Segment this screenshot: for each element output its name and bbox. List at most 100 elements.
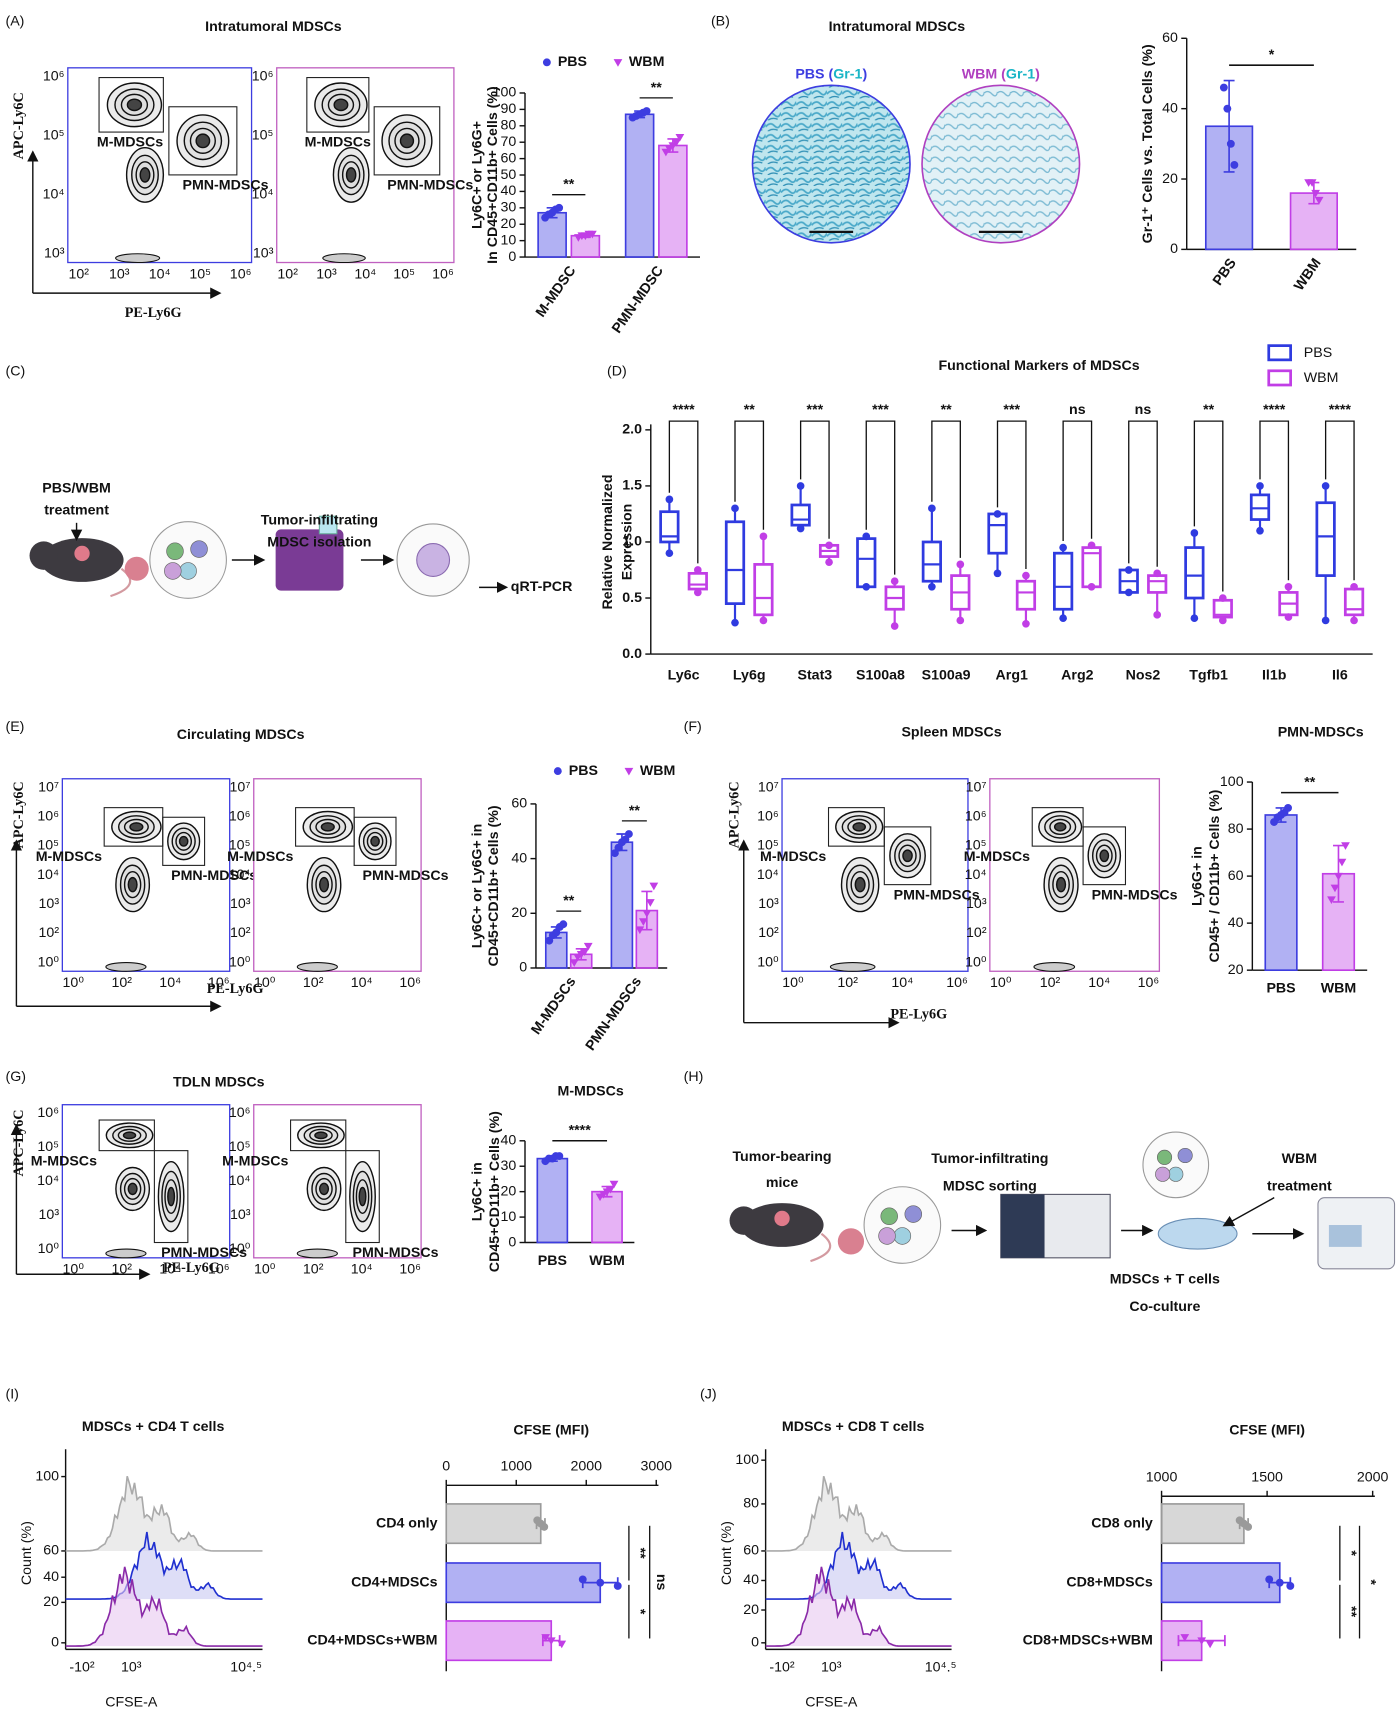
bar: [624, 113, 655, 258]
contour: [1033, 961, 1076, 972]
y-tick-label: 0.0: [622, 646, 642, 662]
flow-tick-label: 10⁴: [229, 867, 251, 883]
flow-tick-label: 10⁵: [37, 838, 59, 854]
flow-tick-label: 10⁶: [946, 975, 968, 991]
diagram-text: treatment: [1267, 1178, 1332, 1194]
flow-tick-label: 10⁴: [37, 867, 59, 883]
flow-tick-label: 10²: [68, 266, 89, 282]
image-label-part: Gr-1: [833, 66, 862, 82]
flow-tick-label: 10⁶: [208, 975, 230, 991]
panel-title: MDSCs + CD8 T cells: [782, 1419, 925, 1435]
image-label-part: ): [862, 66, 867, 82]
legend-label: WBM: [640, 763, 676, 779]
gate-label: PMN-MDSCs: [352, 1245, 438, 1261]
tick-label: 100: [735, 1452, 759, 1468]
cell-circle: [1142, 1131, 1210, 1199]
data-point: [1334, 872, 1343, 881]
cell-circle: [149, 521, 227, 599]
flow-tick-label: 10⁰: [229, 1241, 251, 1257]
bar: [1160, 1562, 1281, 1604]
data-point: [624, 830, 633, 838]
panel-title: MDSCs + CD4 T cells: [82, 1419, 225, 1435]
box-end: [1124, 588, 1133, 597]
data-point: [635, 926, 645, 935]
gate: [883, 826, 932, 886]
image-label-part: WBM (: [962, 66, 1006, 82]
y-tick-label: 80: [1228, 821, 1244, 837]
sig-label: **: [1203, 402, 1215, 418]
sig-bracket: [799, 420, 830, 539]
sig-label: *: [1363, 1579, 1379, 1585]
cell: [166, 542, 184, 561]
axis-label: APC-Ly6C: [726, 781, 742, 848]
mouse-head: [729, 1206, 758, 1235]
gate: [98, 1119, 155, 1152]
image-label-part: PBS (: [795, 66, 833, 82]
bar: [610, 841, 634, 969]
contour: [333, 98, 349, 112]
flow-tick-label: 10⁶: [432, 266, 454, 282]
x-tick-label: 1000: [1146, 1469, 1178, 1485]
box-end: [1256, 526, 1264, 535]
box-end: [862, 532, 871, 541]
data-point: [1314, 196, 1324, 205]
flow-tick-label: 10³: [253, 246, 274, 262]
box: [1015, 579, 1037, 611]
x-tick-label: WBM: [1321, 981, 1357, 997]
x-tick-label: WBM: [589, 1253, 625, 1269]
y-tick-label: 40: [500, 1133, 516, 1149]
cell: [1156, 1149, 1173, 1165]
histogram: [65, 1566, 263, 1647]
box: [790, 503, 811, 527]
image-label: WBM (Gr-1): [962, 66, 1040, 82]
gate-label: M-MDSCs: [305, 135, 371, 151]
flow-tick-label: 10²: [1040, 975, 1061, 991]
data-point: [553, 767, 562, 776]
tick-label: 0: [751, 1635, 759, 1651]
y-tick-label: 20: [511, 905, 527, 921]
flow-tick-label: 10⁰: [38, 1241, 60, 1257]
y-tick-label: 90: [500, 101, 516, 117]
flow-tick-label: 10⁶: [229, 808, 251, 824]
y-tick-label: 20: [1228, 962, 1244, 978]
x-tick-label: Ly6c: [668, 668, 700, 684]
flow-tick-label: 10⁴: [965, 867, 987, 883]
x-tick-label: 3000: [640, 1458, 672, 1474]
sig-label: ****: [1329, 402, 1352, 418]
box-end: [1218, 594, 1227, 602]
y-tick-label: 70: [500, 134, 516, 150]
box: [659, 510, 680, 544]
cell: [164, 562, 182, 580]
diagram-text: Tumor-bearing: [732, 1149, 831, 1165]
flow-tick-label: 10²: [230, 925, 251, 941]
tumor: [774, 1210, 790, 1227]
data-point: [675, 133, 685, 142]
legend-swatch: [1267, 344, 1292, 362]
flow-tick-label: 10⁶: [399, 1262, 421, 1278]
flow-tick-label: 10⁴: [354, 266, 376, 282]
contour: [320, 822, 335, 832]
flow-tick-label: 10⁰: [229, 954, 251, 970]
y-tick-label: 40: [1162, 100, 1178, 116]
box: [1053, 551, 1074, 611]
flow-tick-label: 10³: [230, 896, 251, 912]
axis-label: PE-Ly6G: [163, 1260, 220, 1276]
data-point: [542, 58, 551, 67]
box-end: [1087, 541, 1096, 550]
contour: [122, 1131, 137, 1140]
box-end: [1218, 616, 1227, 625]
diagram-text: mice: [766, 1175, 798, 1191]
sig-label: **: [632, 1548, 648, 1560]
contour: [1099, 849, 1110, 863]
data-point: [624, 767, 634, 776]
box-end: [890, 577, 899, 586]
bar: [591, 1190, 623, 1244]
contour: [139, 167, 151, 183]
micrograph: [751, 84, 911, 244]
sig-label: *: [1269, 47, 1275, 63]
flow-tick-label: 10⁶: [37, 1105, 59, 1121]
tail: [110, 567, 132, 598]
tick-label: 0: [51, 1635, 59, 1651]
sig-label: ****: [569, 1123, 592, 1139]
data-point: [1330, 884, 1340, 893]
